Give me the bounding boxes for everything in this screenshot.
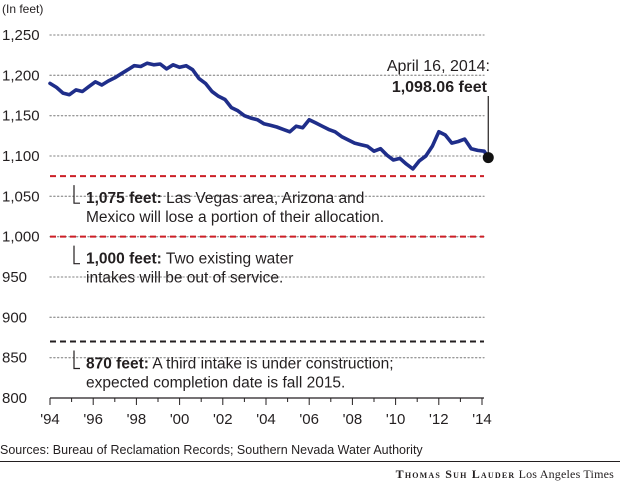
- threshold-bracket: [73, 185, 80, 204]
- threshold-note-line2: expected completion date is fall 2015.: [86, 375, 345, 392]
- threshold-description: Las Vegas area, Arizona and: [162, 190, 365, 207]
- y-tick-label: 1,050: [2, 188, 40, 205]
- x-tick-label: '96: [83, 411, 103, 428]
- x-tick-label: '00: [170, 411, 190, 428]
- threshold-note-line1: 1,000 feet: Two existing water: [86, 251, 293, 268]
- threshold-note-line1: 1,075 feet: Las Vegas area, Arizona and: [86, 190, 364, 207]
- lake-level-line: [48, 61, 491, 171]
- x-tick-label: '14: [472, 411, 492, 428]
- x-tick-label: '02: [213, 411, 233, 428]
- latest-point: [482, 152, 494, 164]
- threshold-level: 1,075 feet:: [86, 190, 162, 207]
- callout-date: April 16, 2014:: [387, 58, 490, 75]
- x-axis: '94 '96 '98 '00 '02 '04 '06 '08 '10 '12 '14: [40, 397, 492, 428]
- y-tick-label: 850: [2, 350, 27, 367]
- y-tick-label: 1,200: [2, 67, 40, 84]
- threshold-description: A third intake is under construction;: [149, 356, 394, 373]
- threshold-note-line2: intakes will be out of service.: [86, 270, 283, 287]
- threshold-description: Two existing water: [162, 251, 294, 268]
- y-axis-ticks: 1,250 1,200 1,150 1,100 1,050 1,000 950 900 850 8…: [2, 27, 40, 407]
- y-tick-label: 1,000: [2, 229, 40, 246]
- y-tick-label: 1,250: [2, 27, 40, 44]
- threshold-level: 1,000 feet:: [86, 251, 162, 268]
- publication-credit: Los Angeles Times: [518, 467, 614, 481]
- y-tick-label: 800: [2, 390, 27, 407]
- x-tick-label: '08: [343, 411, 363, 428]
- threshold-level: 870 feet:: [86, 356, 149, 373]
- threshold-bracket: [73, 350, 80, 370]
- x-tick-label: '10: [386, 411, 406, 428]
- series-group: [48, 61, 491, 171]
- y-tick-label: 1,150: [2, 108, 40, 125]
- unit-label: (In feet): [2, 2, 43, 16]
- callout-value: 1,098.06 feet: [392, 79, 488, 96]
- y-tick-label: 950: [2, 269, 27, 286]
- threshold-bracket: [73, 245, 80, 265]
- lake-level-chart: 1,250 1,200 1,150 1,100 1,050 1,000 950 900 850 8…: [2, 2, 494, 428]
- footer-rule: [0, 461, 620, 462]
- x-tick-label: '06: [299, 411, 319, 428]
- y-tick-label: 900: [2, 309, 27, 326]
- threshold-lines: 1,075 feet: Las Vegas area, Arizona and M…: [50, 175, 484, 392]
- latest-callout: April 16, 2014: 1,098.06 feet: [387, 58, 494, 164]
- threshold-note-line2: Mexico will lose a portion of their allo…: [86, 209, 384, 226]
- y-tick-label: 1,100: [2, 148, 40, 165]
- x-tick-label: '98: [127, 411, 147, 428]
- x-tick-label: '12: [429, 411, 449, 428]
- x-tick-label: '04: [256, 411, 276, 428]
- credit-line: Thomas Suh Lauder Los Angeles Times: [396, 467, 614, 482]
- x-tick-label: '94: [40, 411, 60, 428]
- author-credit: Thomas Suh Lauder: [395, 467, 516, 481]
- threshold-note-line1: 870 feet: A third intake is under constr…: [86, 356, 394, 373]
- sources-note: Sources: Bureau of Reclamation Records; …: [0, 443, 423, 457]
